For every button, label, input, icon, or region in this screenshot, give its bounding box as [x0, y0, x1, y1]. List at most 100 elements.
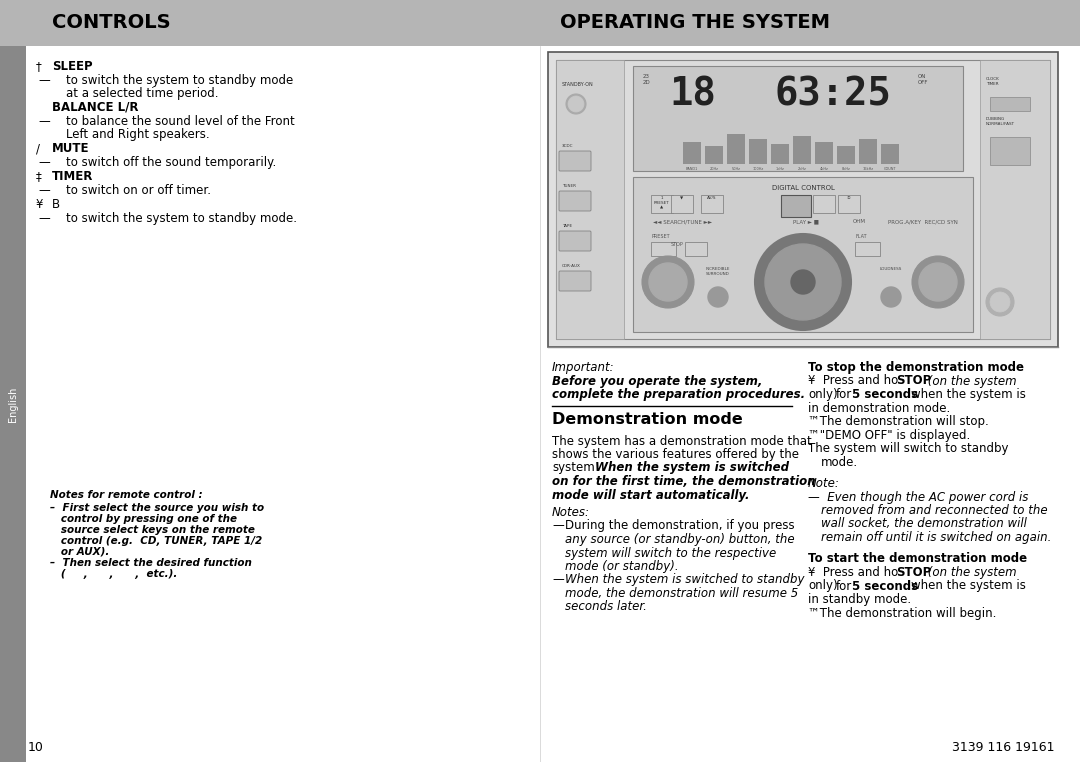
- Text: –  First select the source you wish to: – First select the source you wish to: [50, 503, 265, 513]
- Text: only): only): [808, 388, 838, 401]
- Text: ◄◄ SEARCH/TUNE ►►: ◄◄ SEARCH/TUNE ►►: [653, 219, 714, 224]
- Text: To stop the demonstration mode: To stop the demonstration mode: [808, 361, 1024, 374]
- Text: for: for: [836, 579, 852, 593]
- Text: 1
PRESET
▲: 1 PRESET ▲: [654, 196, 670, 210]
- Text: source select keys on the remote: source select keys on the remote: [50, 525, 255, 535]
- Bar: [651, 242, 676, 256]
- Text: 1kHz: 1kHz: [775, 167, 784, 171]
- Bar: [881, 144, 899, 164]
- Text: When the system is switched to standby: When the system is switched to standby: [565, 574, 805, 587]
- Text: control by pressing one of the: control by pressing one of the: [50, 514, 237, 524]
- Text: 4kHz: 4kHz: [820, 167, 828, 171]
- Text: 10: 10: [28, 741, 44, 754]
- Text: seconds later.: seconds later.: [565, 600, 647, 613]
- Text: AV/S: AV/S: [707, 196, 717, 200]
- Text: ON
OFF: ON OFF: [918, 74, 929, 85]
- Text: in demonstration mode.: in demonstration mode.: [808, 402, 950, 415]
- Text: BAND1: BAND1: [686, 167, 698, 171]
- Text: STOP: STOP: [896, 566, 931, 579]
- Text: ①: ①: [847, 196, 851, 200]
- Bar: [671, 195, 693, 213]
- Text: BALANCE L/R: BALANCE L/R: [52, 101, 138, 114]
- Text: to switch on or off timer.: to switch on or off timer.: [66, 184, 211, 197]
- Bar: [727, 134, 745, 164]
- Text: English: English: [8, 386, 18, 421]
- Text: OHM: OHM: [853, 219, 866, 224]
- Text: remain off until it is switched on again.: remain off until it is switched on again…: [821, 531, 1051, 544]
- Bar: [859, 139, 877, 164]
- Text: When the system is switched: When the system is switched: [595, 462, 789, 475]
- Bar: [750, 139, 767, 164]
- Circle shape: [990, 292, 1010, 312]
- Text: complete the preparation procedures.: complete the preparation procedures.: [552, 388, 805, 401]
- Circle shape: [765, 244, 841, 320]
- Text: The system will switch to standby: The system will switch to standby: [808, 442, 1009, 455]
- Bar: [793, 136, 811, 164]
- Text: INCREDIBLE
SURROUND: INCREDIBLE SURROUND: [705, 267, 730, 276]
- Bar: [990, 137, 1030, 165]
- Text: MUTE: MUTE: [52, 142, 90, 155]
- Text: 63:25: 63:25: [774, 76, 891, 114]
- Text: at a selected time period.: at a selected time period.: [66, 87, 218, 100]
- Text: 23
2D: 23 2D: [643, 74, 651, 85]
- Text: system: system: [552, 462, 595, 475]
- Text: STOP: STOP: [671, 242, 684, 247]
- Text: ¥  Press and ho: ¥ Press and ho: [808, 374, 899, 388]
- Bar: [838, 195, 860, 213]
- Text: /: /: [36, 142, 40, 155]
- Text: ™The demonstration will begin.: ™The demonstration will begin.: [808, 607, 997, 620]
- Bar: [556, 60, 624, 339]
- Circle shape: [642, 256, 694, 308]
- Text: —: —: [38, 74, 50, 87]
- Text: ¥  Press and ho: ¥ Press and ho: [808, 566, 899, 579]
- Text: †: †: [36, 60, 42, 73]
- Text: Important:: Important:: [552, 361, 615, 374]
- Circle shape: [986, 288, 1014, 316]
- Text: only): only): [808, 579, 838, 593]
- Text: 8kHz: 8kHz: [841, 167, 850, 171]
- Text: or AUX).: or AUX).: [50, 547, 109, 557]
- Text: The system has a demonstration mode that: The system has a demonstration mode that: [552, 434, 812, 447]
- Text: CDR·AUX: CDR·AUX: [562, 264, 581, 268]
- Bar: [980, 60, 1050, 339]
- Bar: [633, 177, 973, 332]
- Text: 18: 18: [670, 76, 716, 114]
- Text: for: for: [836, 388, 852, 401]
- Text: 16kHz: 16kHz: [863, 167, 874, 171]
- Text: to balance the sound level of the Front: to balance the sound level of the Front: [66, 115, 295, 128]
- Circle shape: [755, 234, 851, 330]
- Text: Before you operate the system,: Before you operate the system,: [552, 374, 762, 388]
- Text: removed from and reconnected to the: removed from and reconnected to the: [821, 504, 1048, 517]
- Text: Note:: Note:: [808, 477, 840, 490]
- Bar: [651, 195, 673, 213]
- Text: TIMER: TIMER: [52, 170, 93, 183]
- Text: 3CDC: 3CDC: [562, 144, 573, 148]
- Text: in standby mode.: in standby mode.: [808, 593, 912, 606]
- Bar: [705, 146, 723, 164]
- Text: Notes:: Notes:: [552, 506, 590, 519]
- Text: TUNER: TUNER: [562, 184, 576, 188]
- Text: any source (or standby-on) button, the: any source (or standby-on) button, the: [565, 533, 795, 546]
- Circle shape: [912, 256, 964, 308]
- Text: control (e.g.  CD, TUNER, TAPE 1/2: control (e.g. CD, TUNER, TAPE 1/2: [50, 536, 262, 546]
- Text: 100Hz: 100Hz: [753, 167, 764, 171]
- Circle shape: [568, 96, 584, 112]
- Text: LOUDNESS: LOUDNESS: [880, 267, 902, 271]
- Text: —  Even though the AC power cord is: — Even though the AC power cord is: [808, 491, 1028, 504]
- Text: —: —: [552, 574, 564, 587]
- Text: 5 seconds: 5 seconds: [852, 388, 918, 401]
- Text: TAPE: TAPE: [562, 224, 572, 228]
- Text: system will switch to the respective: system will switch to the respective: [565, 546, 777, 559]
- Text: (on the system: (on the system: [924, 566, 1016, 579]
- FancyBboxPatch shape: [559, 151, 591, 171]
- Bar: [556, 60, 1050, 339]
- Text: (on the system: (on the system: [924, 374, 1016, 388]
- Bar: [783, 195, 805, 213]
- Text: 3139 116 19161: 3139 116 19161: [953, 741, 1055, 754]
- Text: when the system is: when the system is: [912, 579, 1026, 593]
- Text: PROG.A/KEY  REC/CD SYN: PROG.A/KEY REC/CD SYN: [888, 219, 958, 224]
- Text: —: —: [38, 184, 50, 197]
- Bar: [855, 242, 880, 256]
- Text: ▼: ▼: [680, 196, 684, 200]
- Text: ¥: ¥: [36, 198, 43, 211]
